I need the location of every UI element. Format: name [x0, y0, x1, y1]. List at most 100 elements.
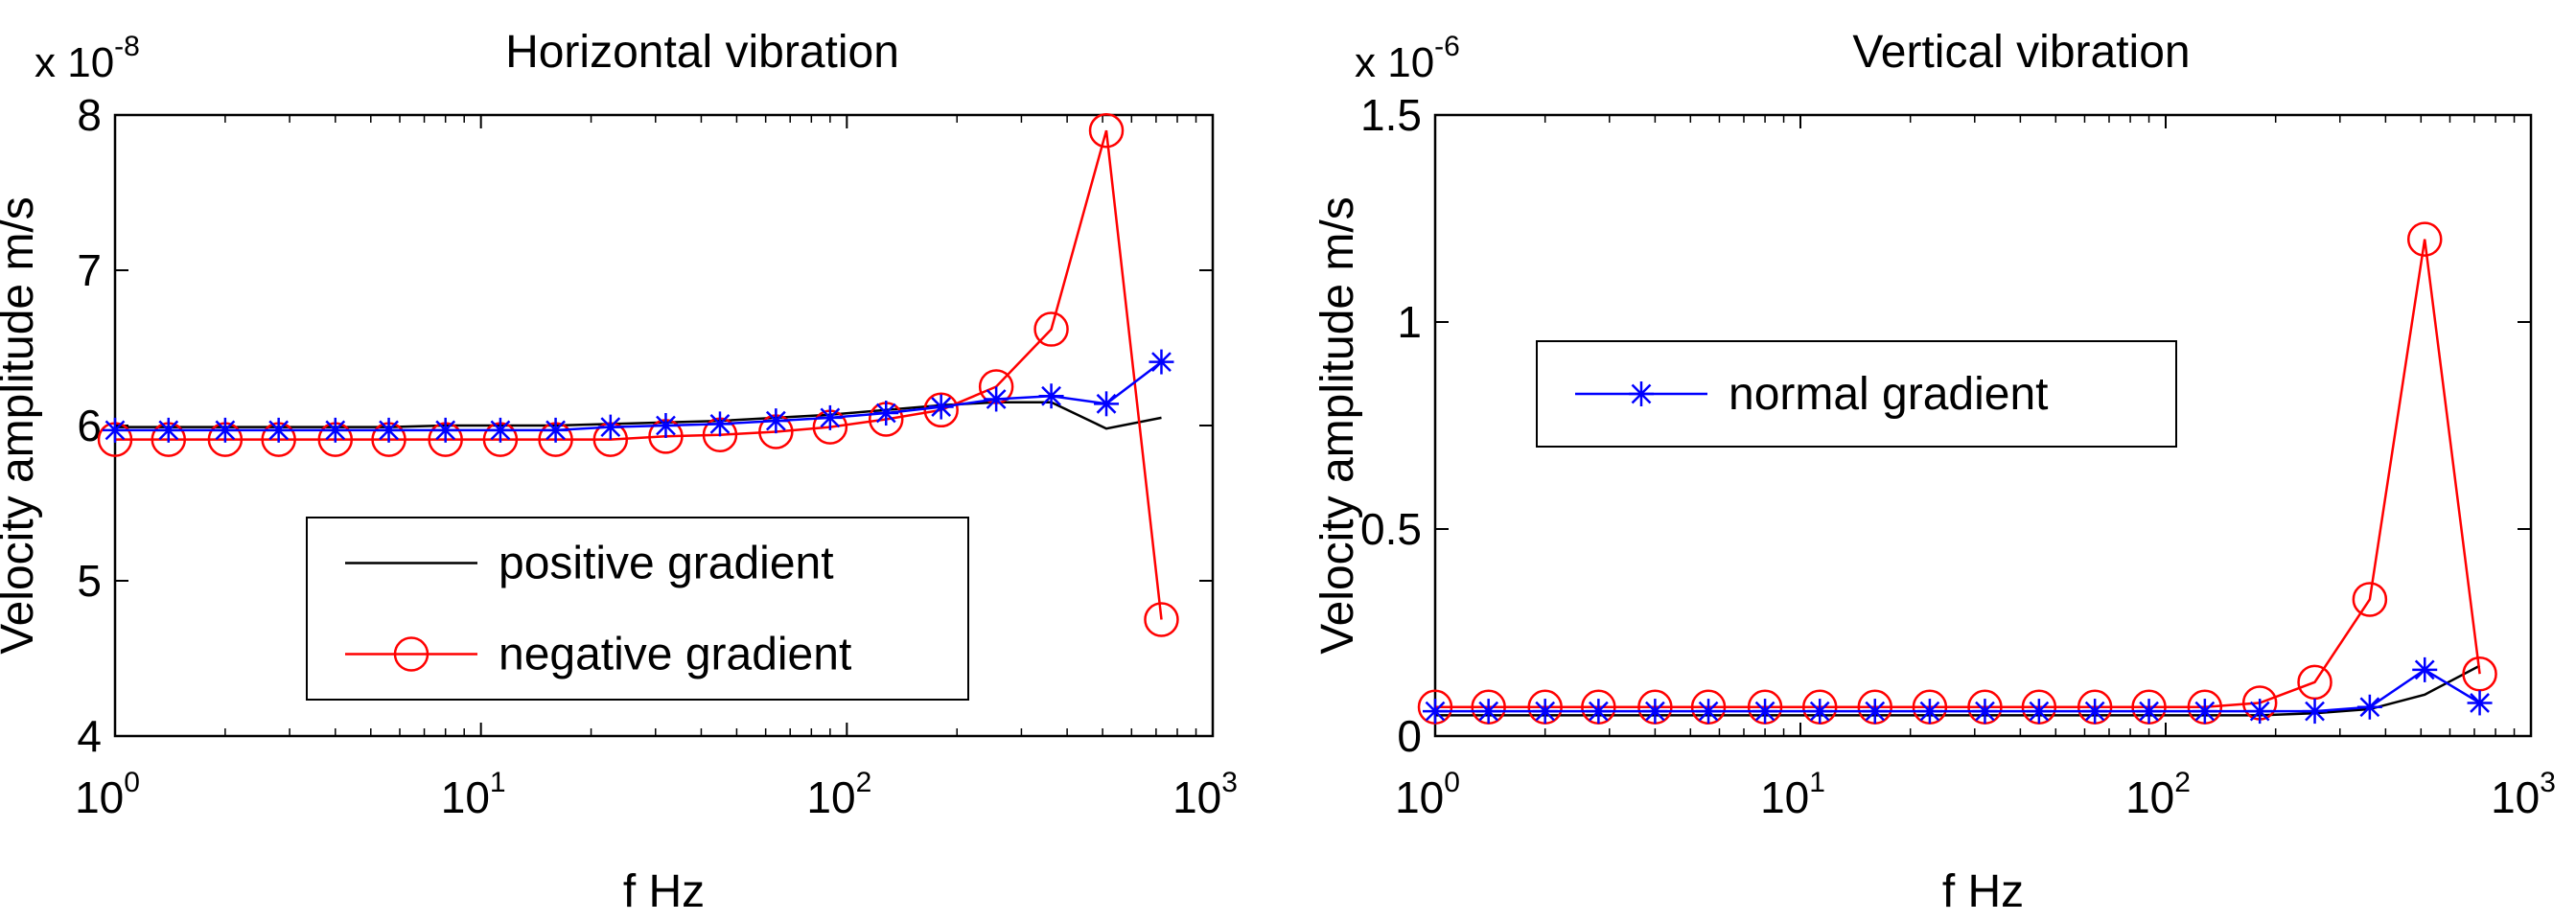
- x-tick-label: 103: [1172, 767, 1238, 822]
- star-stroke: [379, 420, 399, 441]
- data-point: [1586, 699, 1612, 725]
- legend-box: [1536, 340, 2177, 448]
- data-point: [2247, 699, 2273, 725]
- star-stroke: [1645, 701, 1665, 722]
- star-stroke: [1096, 393, 1117, 414]
- data-point: [2412, 656, 2438, 682]
- star-stroke: [931, 397, 952, 417]
- data-point: [817, 404, 843, 430]
- data-point: [103, 417, 128, 443]
- data-point: [322, 417, 348, 443]
- star-stroke: [435, 420, 456, 441]
- star-stroke: [656, 415, 676, 436]
- data-point: [432, 417, 458, 443]
- series-normal-gradient: [1423, 656, 2493, 725]
- x-tick-label: 102: [2125, 767, 2191, 822]
- chart-panel-1: 100 101 102 103 4 5 6 7 8x 10-8 Horizontal vibrat…: [0, 27, 1238, 917]
- data-point: [763, 408, 789, 434]
- chart-title: Horizontal vibration: [505, 27, 899, 78]
- data-point: [1972, 699, 1998, 725]
- legend-marker: [1629, 381, 1654, 406]
- x-tick-label: 101: [441, 767, 506, 822]
- series-line: [1435, 239, 2481, 709]
- y-multiplier-label: x 10-6: [1355, 31, 1460, 86]
- y-tick-label: 1.5: [1360, 90, 1422, 140]
- star-stroke: [1698, 701, 1719, 722]
- x-tick-label: 103: [2491, 767, 2556, 822]
- y-tick-label: 0: [1397, 711, 1422, 761]
- star-stroke: [1919, 701, 1940, 722]
- data-point: [1532, 699, 1558, 725]
- y-multiplier-label: x 10-8: [35, 31, 140, 86]
- star-stroke: [545, 420, 566, 441]
- star-stroke: [325, 420, 346, 441]
- star-stroke: [490, 420, 511, 441]
- data-point: [2136, 699, 2162, 725]
- star-stroke: [765, 410, 786, 431]
- y-tick-label: 0.5: [1360, 504, 1422, 554]
- star-stroke: [1631, 383, 1652, 404]
- data-point: [2356, 694, 2382, 720]
- star-stroke: [1425, 701, 1446, 722]
- star-stroke: [986, 389, 1007, 409]
- data-point: [2297, 664, 2332, 701]
- data-point: [653, 413, 679, 438]
- data-point: [2192, 699, 2217, 725]
- star-stroke: [2029, 701, 2050, 722]
- data-point: [1149, 349, 1174, 375]
- star-stroke: [2305, 701, 2325, 722]
- legend-marker: [393, 636, 429, 672]
- y-tick-label: 5: [77, 556, 102, 606]
- data-point: [1033, 311, 1069, 347]
- data-point: [923, 392, 959, 428]
- data-point: [2352, 582, 2388, 617]
- star-stroke: [1865, 701, 1886, 722]
- data-point: [2462, 656, 2497, 692]
- data-point: [928, 394, 954, 420]
- star-stroke: [875, 403, 896, 424]
- star-stroke: [2470, 693, 2490, 713]
- star-stroke: [2139, 701, 2159, 722]
- legend: normal gradient: [1536, 340, 2177, 448]
- data-point: [155, 417, 181, 443]
- y-tick-label: 6: [77, 401, 102, 450]
- star-stroke: [2249, 701, 2270, 722]
- star-stroke: [2359, 697, 2380, 718]
- data-point: [487, 417, 513, 443]
- data-point: [2406, 221, 2443, 257]
- data-point: [1807, 699, 1833, 725]
- star-stroke: [2084, 701, 2105, 722]
- star-stroke: [1535, 701, 1556, 722]
- data-point: [543, 417, 569, 443]
- series-positive-gradient: [1435, 664, 2481, 717]
- chart-panel-2: 100 101 102 103 0 0.5 1 1.5x 10-6 Vertical vibra…: [1312, 27, 2556, 917]
- star-stroke: [1041, 385, 1061, 406]
- data-point: [707, 411, 732, 437]
- data-point: [266, 417, 291, 443]
- x-axis-label: f Hz: [1942, 866, 2024, 916]
- star-stroke: [158, 420, 179, 441]
- x-axis-label: f Hz: [623, 866, 705, 916]
- y-tick-label: 1: [1397, 297, 1422, 347]
- data-point: [597, 414, 623, 440]
- x-tick-label: 102: [806, 767, 871, 822]
- y-tick-label: 7: [77, 245, 102, 295]
- series-normal-gradient: [103, 349, 1174, 443]
- series-line: [1435, 664, 2481, 717]
- legend: positive gradient negative gradient: [306, 517, 969, 701]
- data-point: [2082, 699, 2108, 725]
- star-stroke: [215, 420, 236, 441]
- y-tick-label: 8: [77, 90, 102, 140]
- star-stroke: [268, 420, 290, 441]
- data-point: [1696, 699, 1722, 725]
- data-point: [1916, 699, 1942, 725]
- data-point: [873, 401, 899, 426]
- data-point: [1752, 699, 1778, 725]
- star-stroke: [1754, 701, 1775, 722]
- x-tick-label: 100: [1395, 767, 1460, 822]
- star-stroke: [2194, 701, 2216, 722]
- data-point: [2302, 699, 2328, 725]
- x-tick-label: 101: [1760, 767, 1825, 822]
- star-stroke: [1809, 701, 1830, 722]
- data-point: [1642, 699, 1668, 725]
